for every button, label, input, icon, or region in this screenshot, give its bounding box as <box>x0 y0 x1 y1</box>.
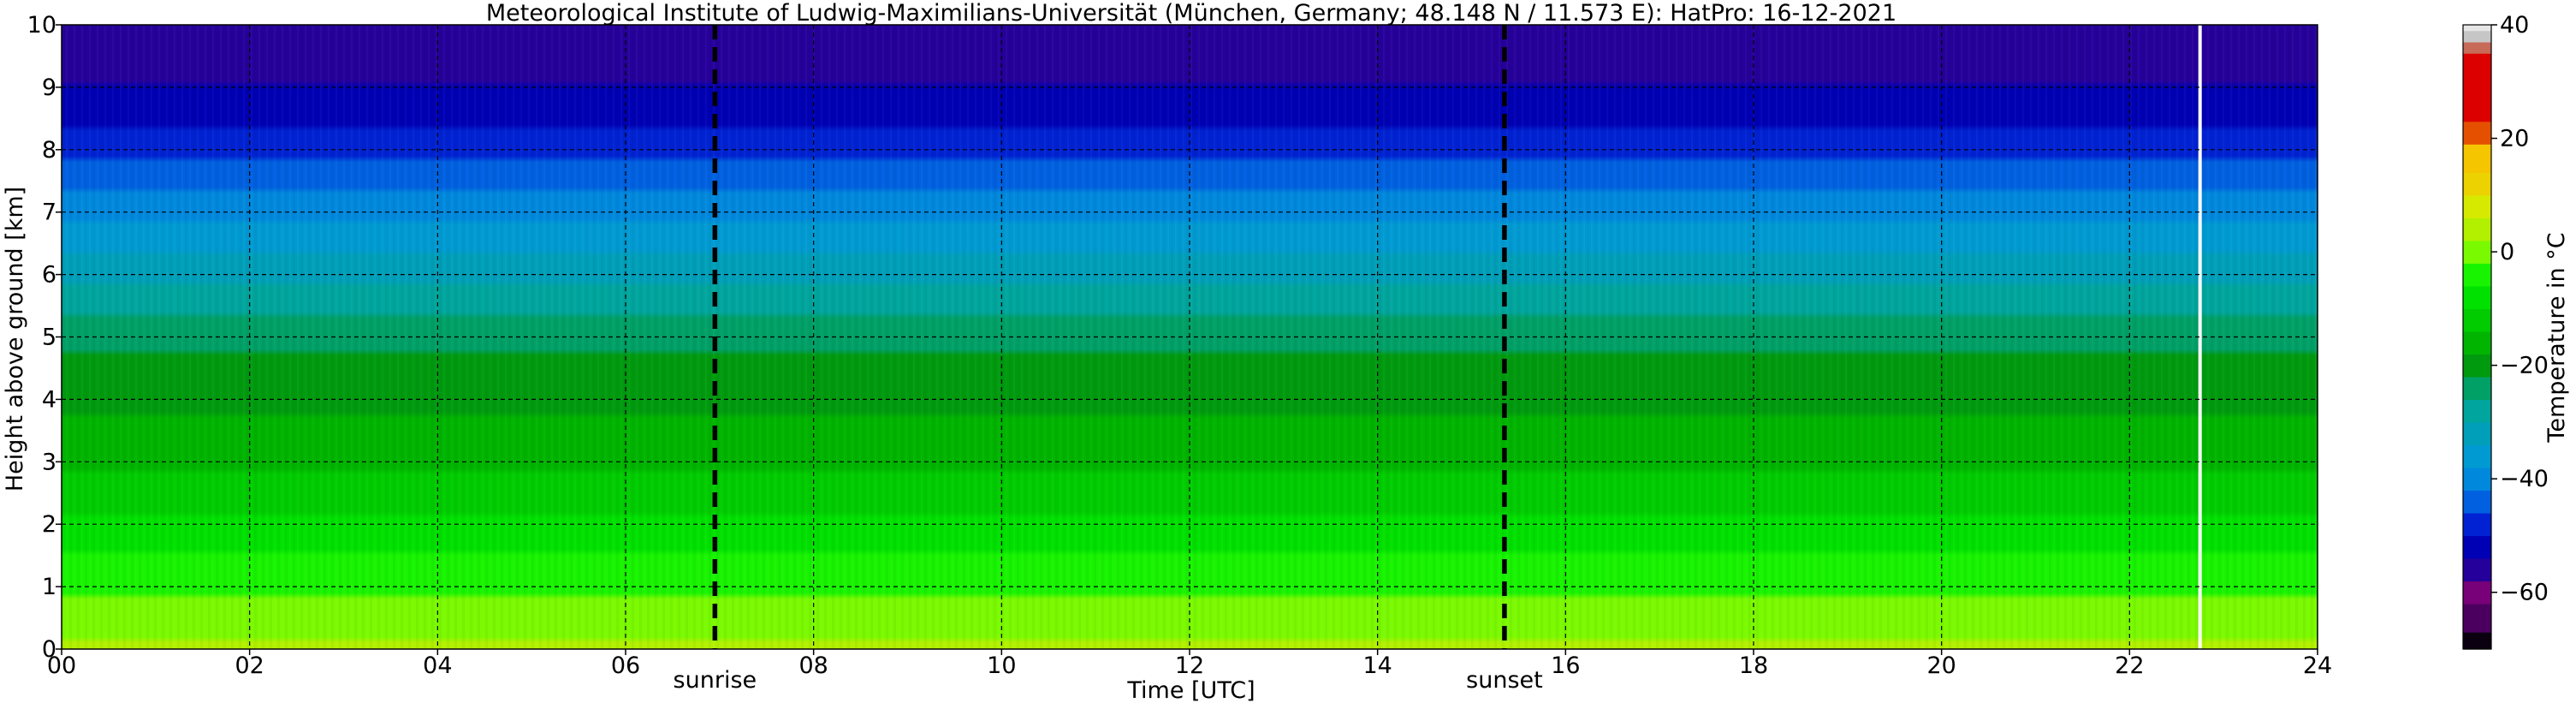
sunrise-label: sunrise <box>674 667 757 694</box>
x-tick-label: 18 <box>1739 652 1768 679</box>
colorbar-band <box>2463 399 2491 423</box>
y-tick-label: 6 <box>42 262 56 289</box>
grid-lines <box>62 25 2318 649</box>
sunset-label: sunset <box>1466 667 1543 694</box>
x-tick-label: 10 <box>987 652 1016 679</box>
colorbar-band <box>2463 194 2491 218</box>
colorbar-tick-label: −40 <box>2500 466 2549 492</box>
colorbar-band <box>2463 240 2491 264</box>
colorbar-band <box>2463 263 2491 287</box>
colorbar-frame <box>2462 24 2492 650</box>
y-tick-label: 10 <box>27 12 56 39</box>
x-tick-label: 22 <box>2115 652 2144 679</box>
x-tick-label: 14 <box>1362 652 1392 679</box>
x-tick-label: 12 <box>1175 652 1204 679</box>
y-axis-label: Height above ground [km] <box>2 187 28 492</box>
colorbar-band <box>2463 25 2491 32</box>
colorbar-band <box>2463 632 2491 650</box>
colorbar-band <box>2463 121 2491 145</box>
colorbar-band <box>2463 444 2491 468</box>
x-tick-label: 00 <box>47 652 76 679</box>
x-tick-label: 08 <box>798 652 828 679</box>
colorbar-band <box>2463 331 2491 354</box>
y-tick-label: 5 <box>42 325 56 351</box>
y-tick-label: 2 <box>42 511 56 538</box>
colorbar-band <box>2463 512 2491 537</box>
colorbar-tick-label: 20 <box>2500 126 2529 152</box>
x-tick-label: 04 <box>423 652 452 679</box>
colorbar-band <box>2463 421 2491 446</box>
colorbar-band <box>2463 41 2491 54</box>
colorbar-label: Temperature in °C <box>2543 232 2570 443</box>
colorbar-band <box>2463 467 2491 492</box>
y-tick-label: 4 <box>42 386 56 413</box>
x-tick-label: 06 <box>611 652 640 679</box>
colorbar-band <box>2463 144 2491 173</box>
x-tick-label: 02 <box>234 652 264 679</box>
x-tick-label: 24 <box>2303 652 2332 679</box>
data-gap-line <box>2198 25 2202 649</box>
y-tick-label: 1 <box>42 574 56 600</box>
colorbar-tick-label: −60 <box>2500 580 2549 606</box>
y-tick-label: 0 <box>42 636 56 663</box>
colorbar-band <box>2463 557 2491 582</box>
x-tick-label: 16 <box>1551 652 1580 679</box>
y-tick-label: 3 <box>42 449 56 475</box>
colorbar-band <box>2463 308 2491 332</box>
chart-title: Meteorological Institute of Ludwig-Maxim… <box>486 0 1896 27</box>
x-tick-label: 20 <box>1926 652 1956 679</box>
sun-event-markers: sunrise sunset <box>674 25 1543 694</box>
colorbar-tick-label: 40 <box>2500 12 2529 39</box>
colorbar-band <box>2463 490 2491 514</box>
colorbar-band <box>2463 535 2491 559</box>
colorbar-band <box>2463 172 2491 196</box>
colorbar-band <box>2463 603 2491 633</box>
y-tick-label: 9 <box>42 74 56 101</box>
y-tick-label: 7 <box>42 200 56 226</box>
colorbar-band <box>2463 581 2491 605</box>
colorbar-tick-label: 0 <box>2500 239 2514 265</box>
colorbar-band <box>2463 376 2491 400</box>
colorbar-band <box>2463 53 2491 122</box>
x-axis-label: Time [UTC] <box>1126 677 1255 704</box>
colorbar-tick-label: −20 <box>2500 353 2549 379</box>
colorbar-band <box>2463 354 2491 378</box>
colorbar: −60 −40 −20 0 20 40 <box>2462 12 2549 650</box>
colorbar-band <box>2463 285 2491 309</box>
y-tick-label: 8 <box>42 137 56 164</box>
colorbar-band <box>2463 30 2491 43</box>
colorbar-band <box>2463 217 2491 241</box>
